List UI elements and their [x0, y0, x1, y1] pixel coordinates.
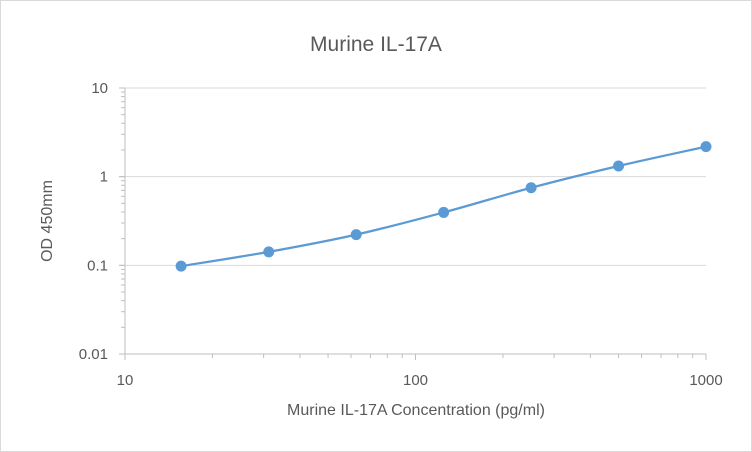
x-axis-title: Murine IL-17A Concentration (pg/ml) — [287, 402, 545, 419]
data-point-1 — [263, 246, 275, 258]
y-tick-label-0: 0.01 — [79, 346, 108, 363]
series-line-0 — [180, 145, 707, 268]
y-tick-label-1: 0.1 — [87, 257, 108, 274]
data-point-6 — [700, 141, 712, 153]
x-tick-label-0: 10 — [117, 372, 134, 389]
data-point-0 — [175, 260, 187, 272]
y-axis-title: OD 450mm — [39, 180, 56, 262]
data-point-3 — [438, 206, 450, 218]
x-tick-label-1: 100 — [403, 372, 428, 389]
y-tick-label-3: 10 — [91, 80, 108, 97]
y-ticks: 0.01 0.1 1 10 — [79, 80, 125, 363]
chart-title: Murine IL-17A — [310, 33, 442, 56]
data-point-4 — [525, 182, 537, 194]
gridlines — [125, 87, 706, 266]
x-tick-label-2: 1000 — [689, 372, 722, 389]
data-point-2 — [350, 229, 362, 241]
data-point-5 — [613, 160, 625, 172]
series-group — [175, 141, 712, 272]
y-tick-label-2: 1 — [100, 169, 108, 186]
x-ticks: 10 100 1000 — [117, 354, 723, 389]
